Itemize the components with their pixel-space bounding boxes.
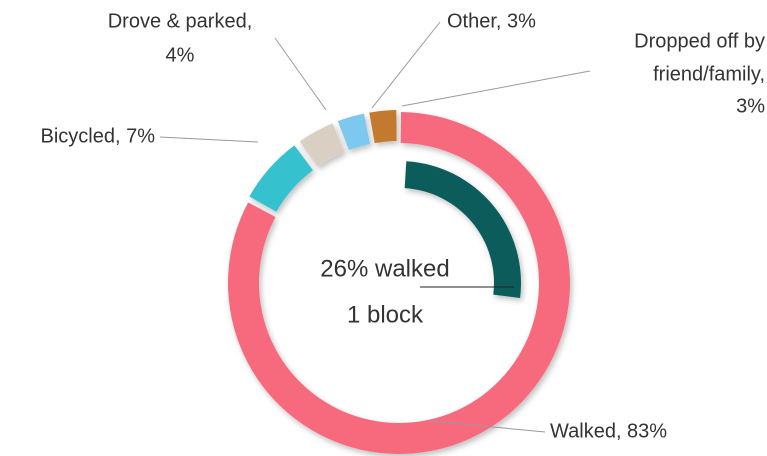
inner-label: 1 block — [347, 301, 424, 328]
segment-label: Bicycled, 7% — [41, 125, 156, 147]
donut-segment — [299, 123, 345, 167]
segment-label: Other, 3% — [447, 10, 536, 32]
donut — [227, 110, 570, 455]
segment-label: 4% — [166, 44, 195, 66]
segment-label: Drove & parked, — [108, 10, 253, 32]
inner-segment — [404, 161, 521, 298]
leader-line — [159, 136, 259, 143]
inner-label: 26% walked — [320, 255, 449, 282]
leader-line — [274, 37, 327, 111]
donut-segment — [369, 110, 397, 144]
leader-line — [401, 70, 591, 107]
segment-label: 3% — [736, 95, 765, 117]
donut-segment — [249, 145, 313, 212]
leader-line — [429, 420, 546, 433]
segment-label: Walked, 83% — [550, 420, 667, 442]
segment-label: friend/family, — [653, 63, 765, 85]
donut-segment — [337, 113, 371, 151]
leader-line — [371, 21, 441, 109]
segment-label: Dropped off by — [634, 30, 765, 52]
